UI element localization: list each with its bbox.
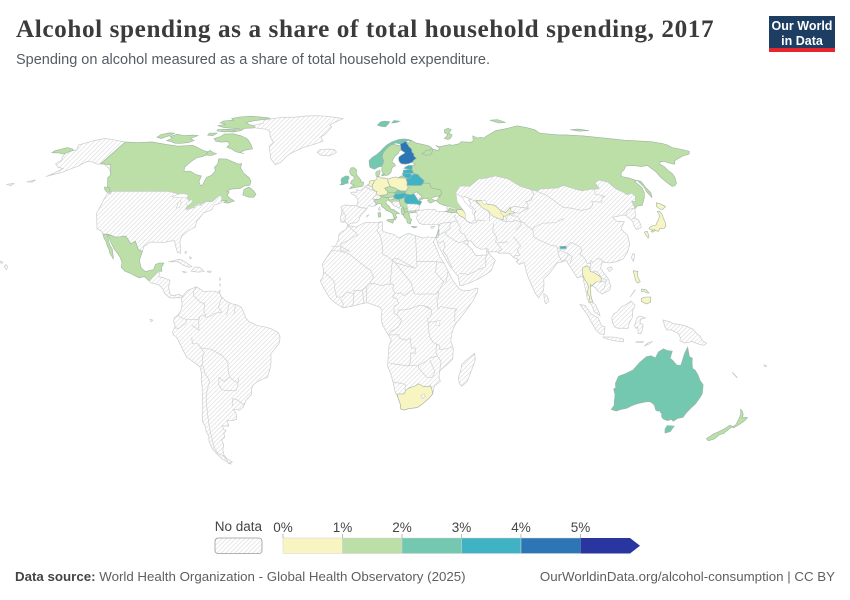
svg-text:No data: No data bbox=[215, 519, 263, 534]
svg-text:1%: 1% bbox=[333, 520, 353, 535]
svg-text:4%: 4% bbox=[511, 520, 531, 535]
svg-text:0%: 0% bbox=[273, 520, 293, 535]
svg-text:3%: 3% bbox=[452, 520, 472, 535]
svg-text:2%: 2% bbox=[392, 520, 412, 535]
svg-text:5%: 5% bbox=[571, 520, 591, 535]
